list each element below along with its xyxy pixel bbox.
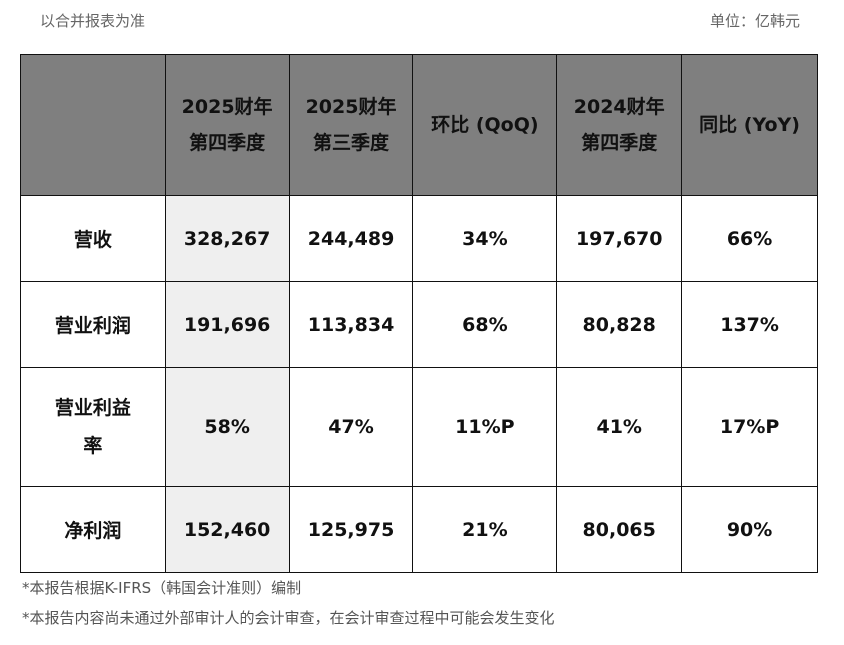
table-cell: 137% (681, 281, 818, 368)
footnote: *本报告根据K-IFRS（韩国会计准则）编制 (22, 579, 302, 597)
column-header: 2024财年 第四季度 (556, 54, 683, 196)
column-header: 同比 (YoY) (681, 54, 818, 196)
table-cell: 328,267 (164, 195, 290, 282)
table-cell: 113,834 (288, 281, 414, 368)
earnings-table: 2025财年 第四季度 2025财年 第三季度 环比 (QoQ) 2024财年 第四季… (20, 54, 818, 573)
table-cell: 191,696 (164, 281, 290, 368)
unit-note: 单位：亿韩元 (709, 12, 800, 30)
footnote: *本报告内容尚未通过外部审计人的会计审查，在会计审查过程中可能会发生变化 (22, 609, 555, 627)
row-label: 营收 (20, 195, 166, 282)
row-label: 营业利润 (20, 281, 166, 368)
column-header: 2025财年 第四季度 (164, 54, 290, 196)
table-cell: 68% (412, 281, 558, 368)
table-cell: 11%P (412, 367, 558, 487)
table-cell: 47% (288, 367, 414, 487)
table-cell: 90% (681, 486, 818, 573)
basis-note: 以合并报表为准 (40, 12, 146, 30)
table-row: 营业利润 191,696 113,834 68% 80,828 137% (20, 281, 818, 368)
table-cell: 17%P (681, 367, 818, 487)
table-cell: 58% (164, 367, 290, 487)
table-cell: 197,670 (556, 195, 683, 282)
row-label: 净利润 (20, 486, 166, 573)
table-row: 营业利益 率 58% 47% 11%P 41% 17%P (20, 367, 818, 487)
table-cell: 34% (412, 195, 558, 282)
table-cell: 21% (412, 486, 558, 573)
table-cell: 41% (556, 367, 683, 487)
table-cell: 66% (681, 195, 818, 282)
column-header: 2025财年 第三季度 (288, 54, 414, 196)
column-header (20, 54, 166, 196)
table-cell: 152,460 (164, 486, 290, 573)
header-row: 2025财年 第四季度 2025财年 第三季度 环比 (QoQ) 2024财年 第四季… (20, 54, 818, 196)
table-cell: 80,828 (556, 281, 683, 368)
table-cell: 125,975 (288, 486, 414, 573)
table-cell: 244,489 (288, 195, 414, 282)
row-label: 营业利益 率 (20, 367, 166, 487)
table-cell: 80,065 (556, 486, 683, 573)
column-header: 环比 (QoQ) (412, 54, 558, 196)
table-row: 营收 328,267 244,489 34% 197,670 66% (20, 195, 818, 282)
table-row: 净利润 152,460 125,975 21% 80,065 90% (20, 486, 818, 573)
